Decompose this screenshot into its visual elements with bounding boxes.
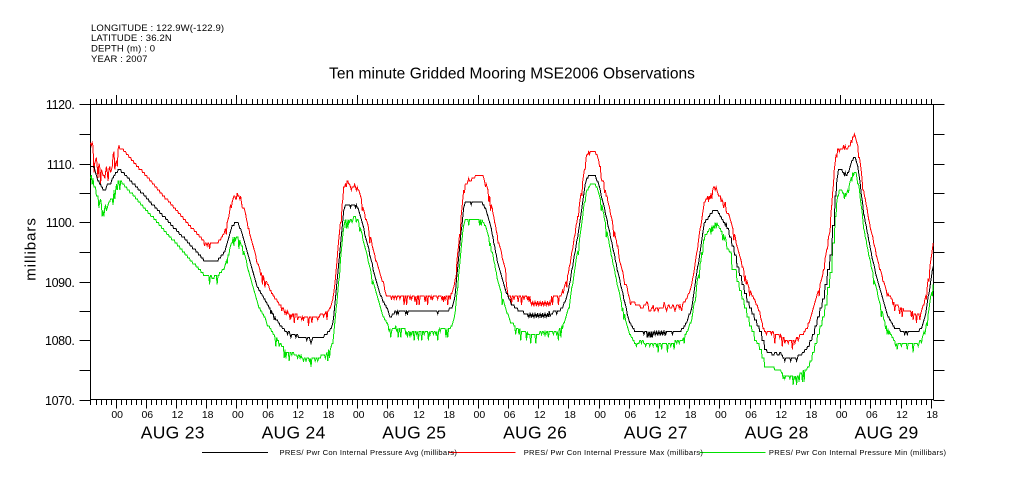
svg-text:12: 12 — [896, 409, 908, 421]
svg-text:AUG 26: AUG 26 — [503, 423, 567, 443]
svg-text:AUG 27: AUG 27 — [624, 423, 688, 443]
svg-text:12: 12 — [534, 409, 546, 421]
svg-text:18: 18 — [685, 409, 697, 421]
svg-text:AUG 24: AUG 24 — [262, 423, 326, 443]
svg-text:18: 18 — [926, 409, 938, 421]
svg-text:PRES/ Pwr Con Internal Pressur: PRES/ Pwr Con Internal Pressure Min (mil… — [769, 448, 947, 457]
svg-text:LATITUDE : 36.2N: LATITUDE : 36.2N — [91, 33, 172, 44]
svg-text:18: 18 — [443, 409, 455, 421]
svg-text:12: 12 — [413, 409, 425, 421]
svg-text:00: 00 — [474, 409, 486, 421]
svg-text:12: 12 — [292, 409, 304, 421]
svg-text:1120.: 1120. — [46, 98, 75, 112]
svg-text:PRES/ Pwr Con Internal Pressur: PRES/ Pwr Con Internal Pressure Max (mil… — [524, 448, 704, 457]
svg-text:12: 12 — [775, 409, 787, 421]
svg-text:18: 18 — [323, 409, 335, 421]
svg-text:06: 06 — [262, 409, 274, 421]
svg-text:YEAR : 2007: YEAR : 2007 — [91, 54, 148, 65]
svg-text:06: 06 — [504, 409, 516, 421]
svg-text:1100.: 1100. — [46, 216, 75, 230]
svg-text:18: 18 — [806, 409, 818, 421]
svg-text:DEPTH (m) : 0: DEPTH (m) : 0 — [91, 44, 155, 55]
svg-text:00: 00 — [836, 409, 848, 421]
svg-text:millibars: millibars — [23, 217, 40, 281]
svg-text:00: 00 — [715, 409, 727, 421]
svg-text:1110.: 1110. — [47, 158, 75, 172]
svg-text:00: 00 — [232, 409, 244, 421]
svg-text:Ten minute Gridded Mooring MSE: Ten minute Gridded Mooring MSE2006 Obser… — [329, 66, 695, 83]
svg-text:AUG 28: AUG 28 — [745, 423, 809, 443]
svg-text:06: 06 — [141, 409, 153, 421]
svg-text:AUG 29: AUG 29 — [854, 423, 918, 443]
svg-text:AUG 25: AUG 25 — [382, 423, 446, 443]
svg-text:06: 06 — [383, 409, 395, 421]
svg-text:00: 00 — [594, 409, 606, 421]
svg-text:12: 12 — [172, 409, 184, 421]
svg-text:1080.: 1080. — [45, 334, 75, 348]
svg-text:LONGITUDE : 122.9W(-122.9): LONGITUDE : 122.9W(-122.9) — [91, 23, 224, 34]
svg-text:18: 18 — [202, 409, 214, 421]
svg-text:00: 00 — [111, 409, 123, 421]
svg-text:06: 06 — [625, 409, 637, 421]
svg-text:12: 12 — [655, 409, 667, 421]
svg-text:00: 00 — [353, 409, 365, 421]
svg-text:1090.: 1090. — [45, 276, 75, 290]
svg-text:06: 06 — [866, 409, 878, 421]
svg-text:1070.: 1070. — [45, 394, 75, 408]
svg-text:AUG 23: AUG 23 — [141, 423, 205, 443]
svg-text:06: 06 — [745, 409, 757, 421]
svg-text:PRES/ Pwr Con Internal Pressur: PRES/ Pwr Con Internal Pressure Avg (mil… — [280, 448, 458, 457]
svg-text:18: 18 — [564, 409, 576, 421]
